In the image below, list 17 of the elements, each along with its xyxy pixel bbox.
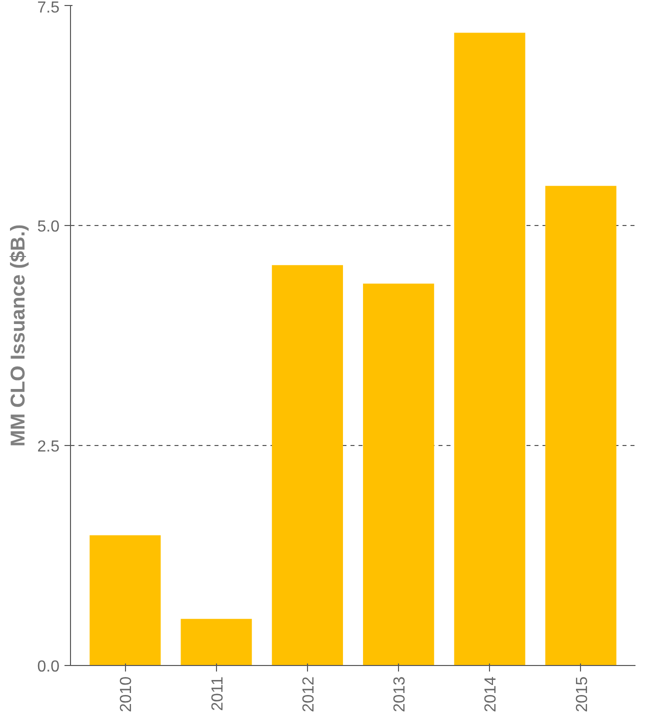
bar bbox=[545, 186, 616, 666]
bar bbox=[180, 618, 252, 666]
y-tick-label: 0.0 bbox=[37, 658, 60, 676]
y-tick-label: 7.5 bbox=[37, 0, 60, 16]
x-tick-label: 2013 bbox=[392, 676, 409, 712]
bar bbox=[363, 284, 434, 666]
bar bbox=[272, 265, 343, 666]
bar bbox=[90, 535, 161, 666]
x-tick-label: 2011 bbox=[209, 676, 226, 711]
x-tick-label: 2014 bbox=[482, 676, 500, 712]
bar bbox=[454, 32, 526, 666]
x-tick-label: 2012 bbox=[300, 676, 318, 712]
x-tick-label: 2015 bbox=[574, 676, 591, 712]
y-tick-label: 5.0 bbox=[37, 218, 60, 236]
x-tick-label: 2010 bbox=[118, 676, 136, 712]
y-tick-label: 2.5 bbox=[37, 438, 60, 456]
y-axis-title: MM CLO Issuance ($B.) bbox=[7, 224, 30, 447]
